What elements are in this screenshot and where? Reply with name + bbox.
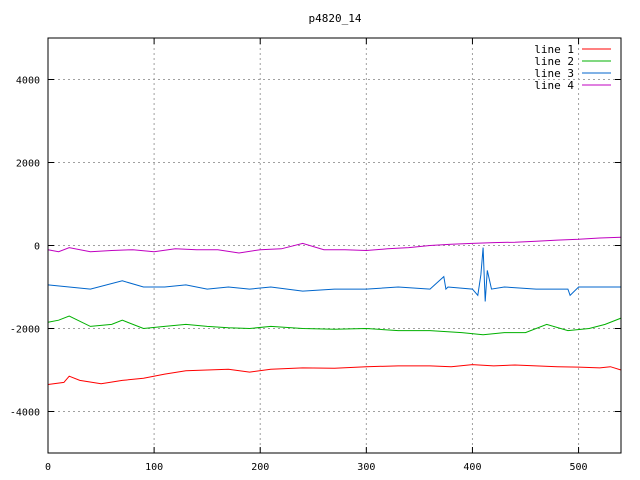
series-line-2 bbox=[47, 315, 622, 336]
legend-label: line 4 bbox=[534, 79, 574, 92]
y-tick-label: 4000 bbox=[16, 76, 40, 87]
y-tick-label: 2000 bbox=[16, 159, 40, 170]
grid bbox=[48, 38, 621, 453]
chart-title: p4820_14 bbox=[309, 12, 362, 25]
series-line-3 bbox=[47, 247, 621, 302]
x-tick-label: 0 bbox=[45, 462, 51, 473]
x-tick-label: 300 bbox=[357, 462, 375, 473]
legend-label: line 1 bbox=[534, 43, 574, 56]
x-tick-label: 500 bbox=[570, 462, 588, 473]
legend-label: line 3 bbox=[534, 67, 574, 80]
series-line-4 bbox=[47, 236, 622, 254]
y-tick-label: 0 bbox=[34, 242, 40, 253]
series-line-1 bbox=[47, 364, 622, 385]
plot-frame bbox=[47, 37, 622, 454]
x-tick-label: 400 bbox=[463, 462, 481, 473]
y-tick-label: -4000 bbox=[10, 408, 40, 419]
y-tick-label: -2000 bbox=[10, 325, 40, 336]
legend-label: line 2 bbox=[534, 55, 574, 68]
x-tick-label: 200 bbox=[251, 462, 269, 473]
series-lines bbox=[47, 236, 622, 385]
axes: 0 100 200 300 400 500 -4000 -2000 0 2000 4000 bbox=[10, 37, 622, 473]
x-tick-label: 100 bbox=[145, 462, 163, 473]
